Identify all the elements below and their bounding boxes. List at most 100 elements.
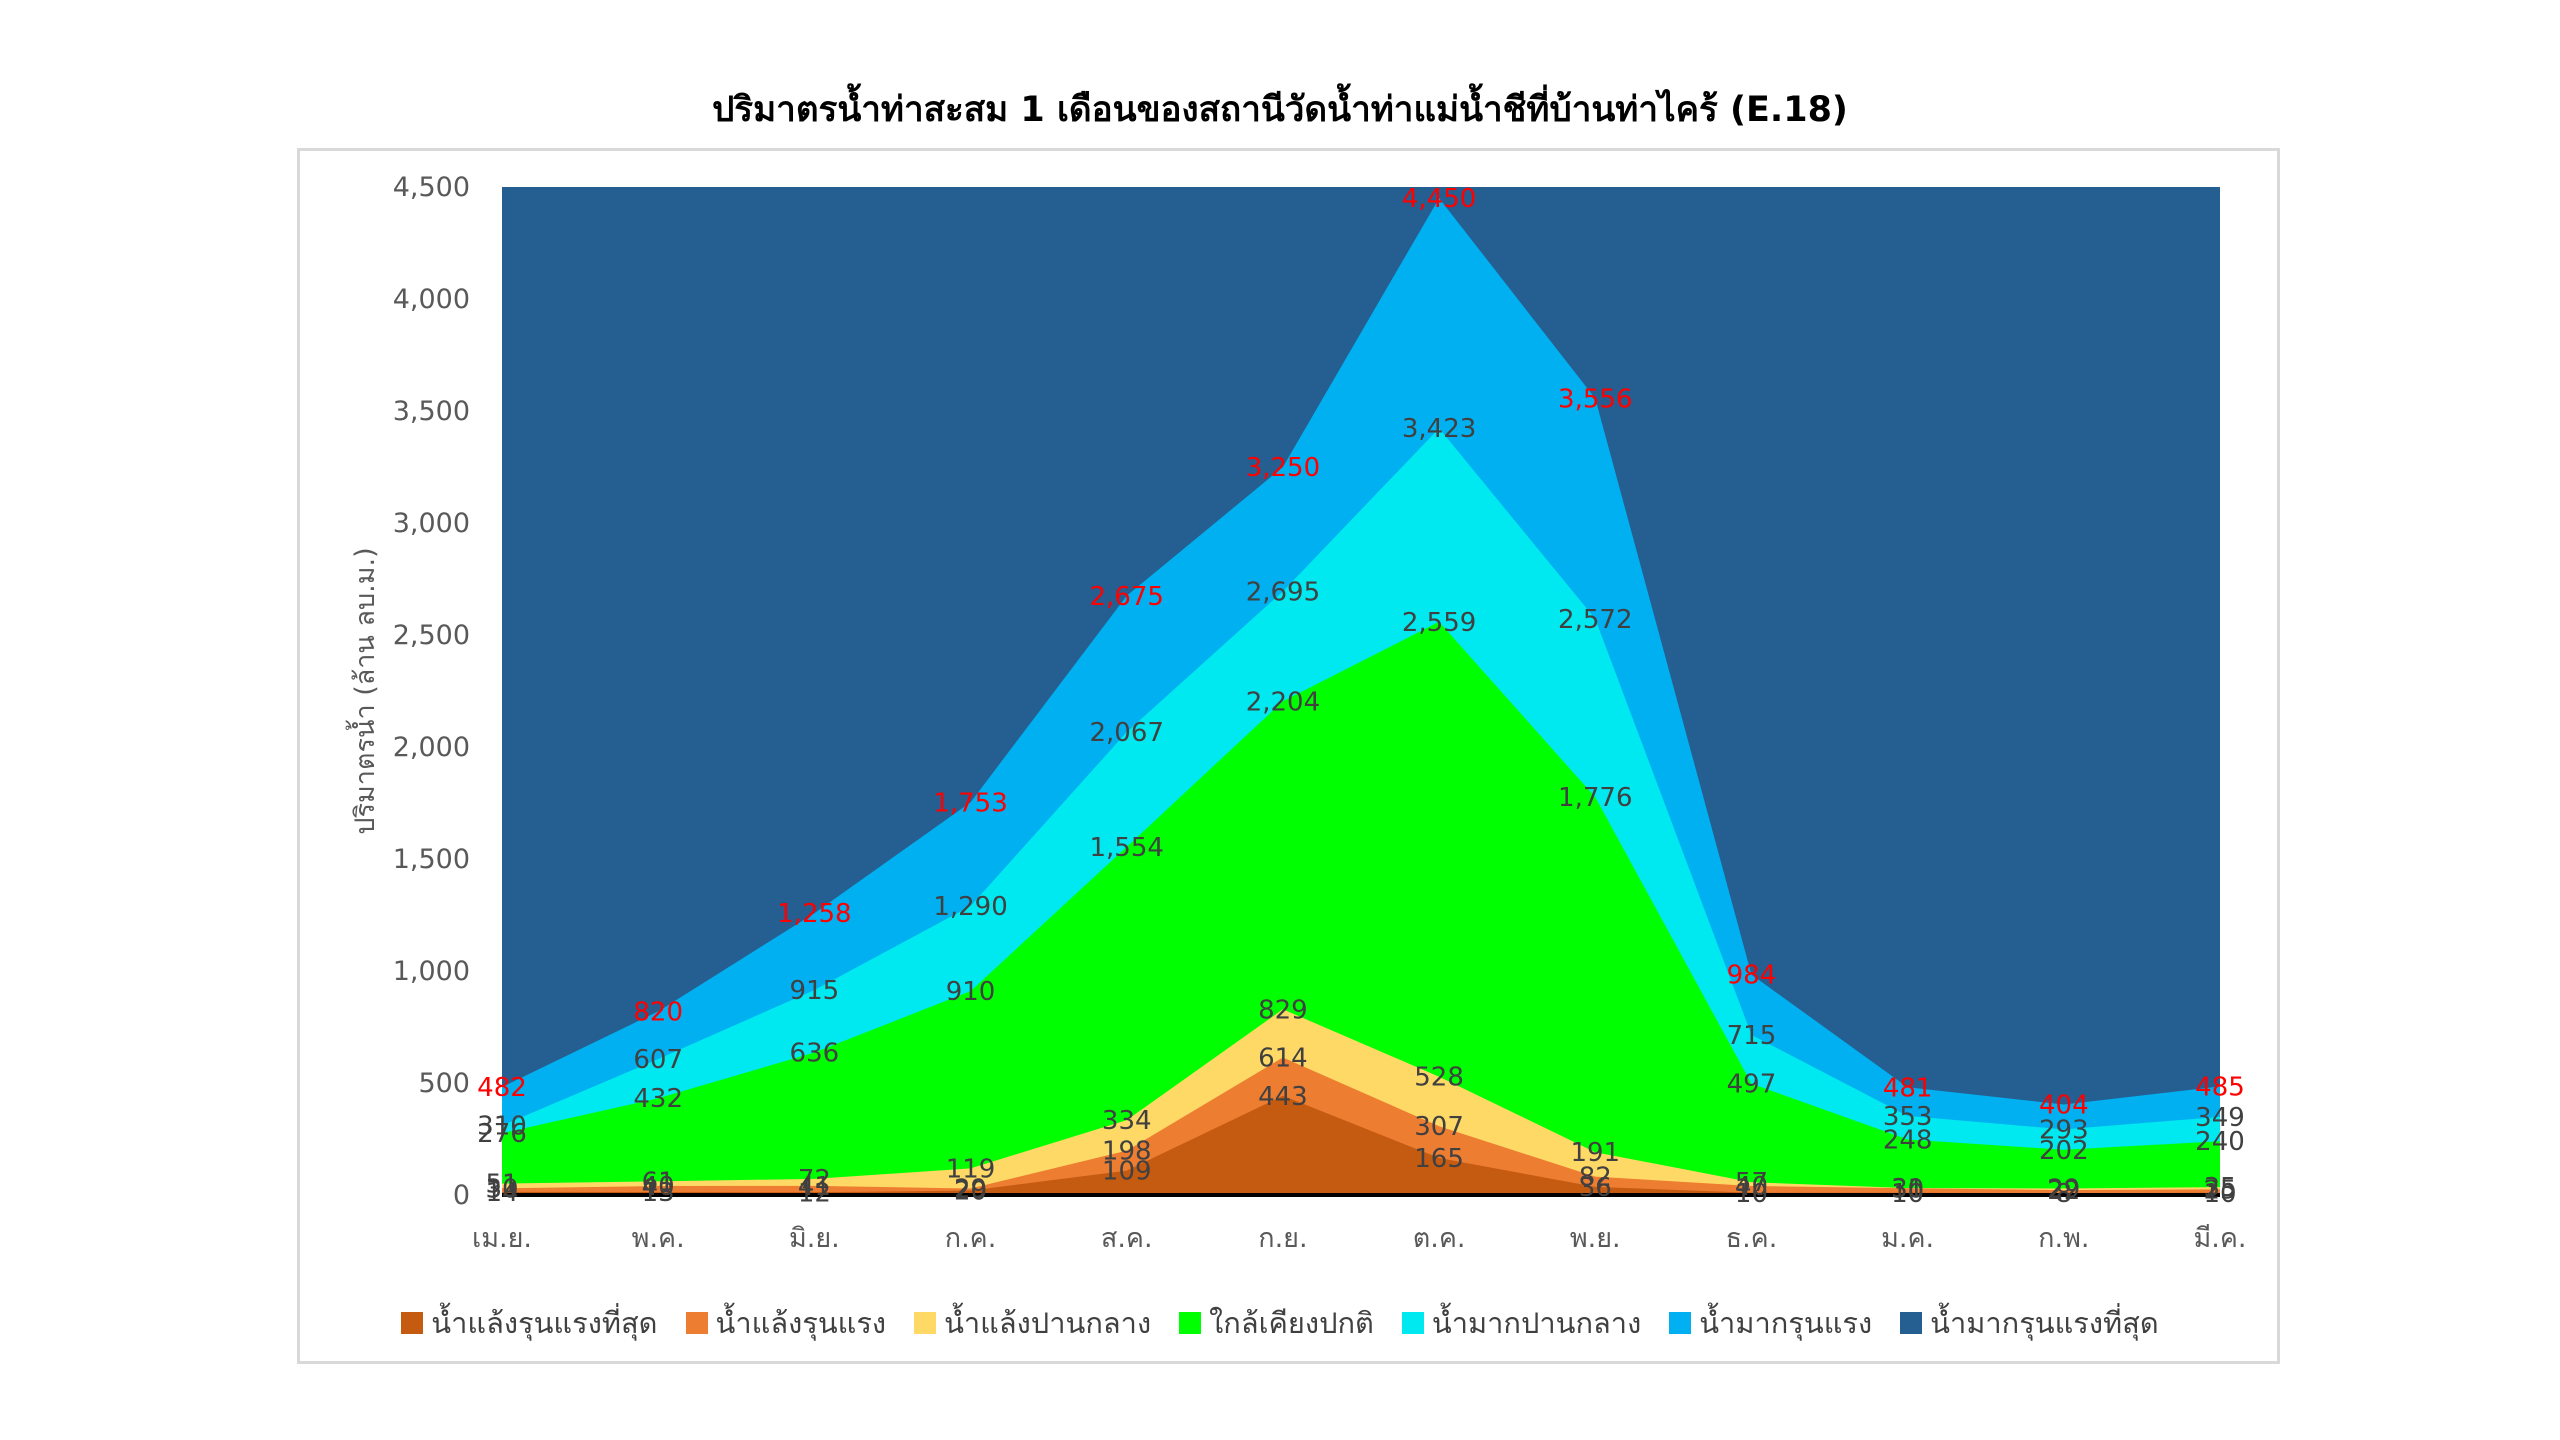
data-label: 636 [790,1039,840,1069]
data-label: 10 [1891,1179,1924,1209]
data-label: 25 [2203,1175,2236,1205]
x-tick-label: ต.ค. [1413,1223,1466,1254]
data-label: 30 [485,1174,518,1204]
data-label: 984 [1727,961,1777,991]
legend-label: น้ำแล้งรุนแรง [715,1306,887,1340]
x-tick-label: ก.ย. [1258,1223,1307,1254]
chart-title: ปริมาตรน้ำท่าสะสม 1 เดือนของสถานีวัดน้ำท… [712,90,1848,130]
data-label: 432 [633,1084,683,1114]
x-tick-label: เม.ย. [472,1223,532,1254]
data-label: 404 [2039,1091,2089,1121]
data-label: 13 [642,1178,675,1208]
x-tick-label: ก.ค. [945,1223,997,1254]
data-label: 443 [1258,1082,1308,1112]
y-tick-label: 3,000 [393,508,470,539]
data-label: 353 [1883,1102,1933,1132]
data-label: 481 [1883,1073,1933,1103]
data-label: 51 [485,1170,518,1200]
legend-swatch [914,1312,937,1334]
data-label: 820 [633,997,683,1027]
data-label: 72 [798,1165,831,1195]
data-label: 20 [954,1177,987,1207]
y-tick-label: 1,500 [393,844,470,875]
y-tick-label: 2,500 [393,620,470,651]
data-label: 607 [633,1045,683,1075]
data-label: 2,675 [1090,582,1164,612]
y-tick-label: 2,000 [393,732,470,763]
data-label: 2,559 [1402,608,1476,638]
legend-item: ใกล้เคียงปกติ [1179,1300,1374,1346]
legend-label: น้ำแล้งปานกลาง [944,1306,1152,1340]
data-label: 12 [798,1178,831,1208]
series-area-1 [502,1057,2220,1195]
data-label: 35 [2203,1173,2236,1203]
chart-frame [297,148,2280,1364]
legend-label: น้ำแล้งรุนแรงที่สุด [431,1306,658,1340]
x-tick-label: ธ.ค. [1726,1223,1778,1254]
data-label: 198 [1102,1137,1152,1167]
data-label: 910 [946,977,996,1007]
data-label: 119 [946,1154,996,1184]
legend: น้ำแล้งรุนแรงที่สุด น้ำแล้งรุนแรง น้ำแล้งป… [0,1300,2560,1346]
y-tick-label: 500 [418,1068,470,1099]
data-label: 31 [1891,1174,1924,1204]
legend-label: น้ำมากปานกลาง [1431,1306,1642,1340]
x-tick-label: พ.ค. [632,1223,685,1254]
data-label: 1,554 [1090,833,1164,863]
legend-swatch [1669,1312,1692,1334]
data-label: 41 [798,1172,831,1202]
data-label: 307 [1414,1112,1464,1142]
data-label: 3,250 [1246,453,1320,483]
y-tick-label: 4,500 [393,172,470,203]
data-label: 1,776 [1558,783,1632,813]
y-tick-label: 3,500 [393,396,470,427]
data-label: 4,450 [1402,184,1476,214]
legend-swatch [1401,1312,1424,1334]
data-label: 10 [2203,1179,2236,1209]
data-label: 202 [2039,1136,2089,1166]
data-label: 29 [954,1175,987,1205]
legend-item: น้ำแล้งปานกลาง [914,1300,1151,1346]
data-label: 2,204 [1246,687,1320,717]
legend-label: น้ำมากรุนแรง [1699,1306,1873,1340]
legend-swatch [685,1312,708,1334]
data-label: 829 [1258,995,1308,1025]
data-label: 528 [1414,1063,1464,1093]
data-label: 715 [1727,1021,1777,1051]
legend-item: น้ำมากรุนแรงที่สุด [1900,1300,2159,1346]
data-label: 1,258 [777,899,851,929]
x-tick-label: ส.ค. [1101,1223,1153,1254]
data-label: 57 [1735,1168,1768,1198]
data-label: 915 [790,976,840,1006]
data-label: 3,423 [1402,414,1476,444]
legend-swatch [1900,1312,1923,1334]
data-label: 293 [2039,1115,2089,1145]
x-tick-label: มิ.ย. [789,1223,840,1254]
data-label: 310 [477,1112,527,1142]
data-label: 8 [2056,1179,2073,1209]
data-label: 40 [1735,1172,1768,1202]
data-label: 29 [2047,1175,2080,1205]
data-label: 248 [1883,1125,1933,1155]
data-label: 497 [1727,1070,1777,1100]
data-label: 61 [642,1167,675,1197]
data-label: 36 [1579,1173,1612,1203]
y-tick-label: 4,000 [393,284,470,315]
legend-item: น้ำมากรุนแรง [1669,1300,1872,1346]
data-label: 276 [477,1119,527,1149]
data-label: 3,556 [1558,384,1632,414]
data-label: 109 [1102,1157,1152,1187]
x-tick-label: ก.พ. [2038,1223,2089,1254]
data-label: 191 [1570,1138,1620,1168]
data-label: 22 [2047,1176,2080,1206]
legend-item: น้ำแล้งรุนแรง [685,1300,887,1346]
data-label: 2,572 [1558,605,1632,635]
legend-swatch [401,1312,424,1334]
legend-item: น้ำมากปานกลาง [1401,1300,1642,1346]
x-tick-label: มี.ค. [2193,1223,2246,1254]
y-tick-label: 0 [453,1180,470,1211]
data-label: 485 [2195,1072,2245,1102]
y-axis-label: ปริมาตรน้ำ (ล้าน ลบ.ม.) [345,547,381,834]
legend-item: น้ำแล้งรุนแรงที่สุด [401,1300,658,1346]
